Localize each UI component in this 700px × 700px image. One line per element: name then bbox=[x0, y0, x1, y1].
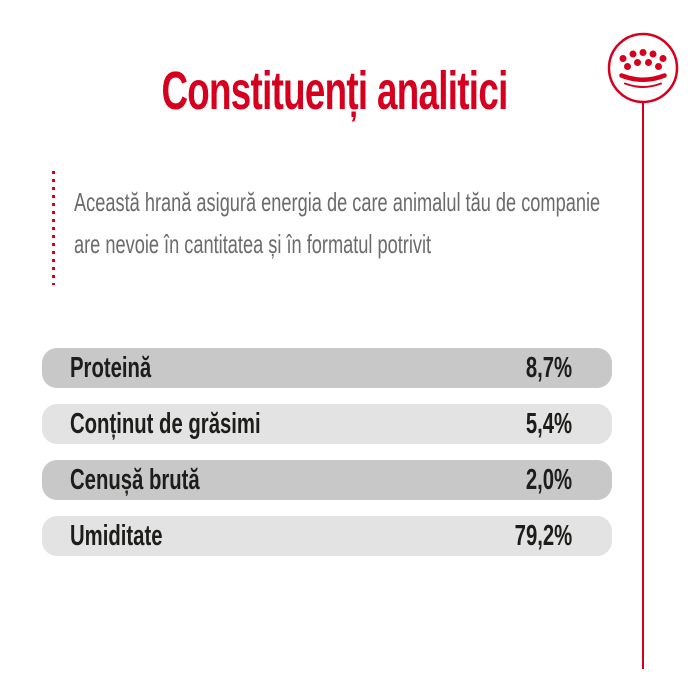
row-label: Proteină bbox=[70, 351, 152, 384]
intro-line: Această hrană asigură energia de care an… bbox=[74, 181, 700, 223]
row-label: Umiditate bbox=[70, 519, 163, 552]
row-label: Conținut de grăsimi bbox=[70, 407, 261, 440]
royal-canin-crown-icon bbox=[606, 31, 680, 105]
intro-line-text: are nevoie în cantitatea și în formatul … bbox=[74, 229, 432, 259]
table-row: Cenușă brută 2,0% bbox=[42, 460, 612, 500]
table-row: Umiditate 79,2% bbox=[42, 516, 612, 556]
row-value: 79,2% bbox=[514, 519, 572, 552]
vertical-accent-line bbox=[642, 101, 644, 669]
row-label: Cenușă brută bbox=[70, 463, 200, 496]
page-title: Constituenți analitici bbox=[161, 61, 509, 121]
intro-line: are nevoie în cantitatea și în formatul … bbox=[74, 223, 700, 265]
dotted-accent-line bbox=[52, 171, 55, 285]
intro-paragraph: Această hrană asigură energia de care an… bbox=[74, 181, 700, 265]
row-value: 8,7% bbox=[525, 351, 572, 384]
row-value: 5,4% bbox=[525, 407, 572, 440]
table-row: Conținut de grăsimi 5,4% bbox=[42, 404, 612, 444]
page-title-wrap: Constituenți analitici bbox=[0, 60, 670, 122]
intro-line-text: Această hrană asigură energia de care an… bbox=[74, 187, 601, 217]
table-row: Proteină 8,7% bbox=[42, 348, 612, 388]
row-value: 2,0% bbox=[525, 463, 572, 496]
